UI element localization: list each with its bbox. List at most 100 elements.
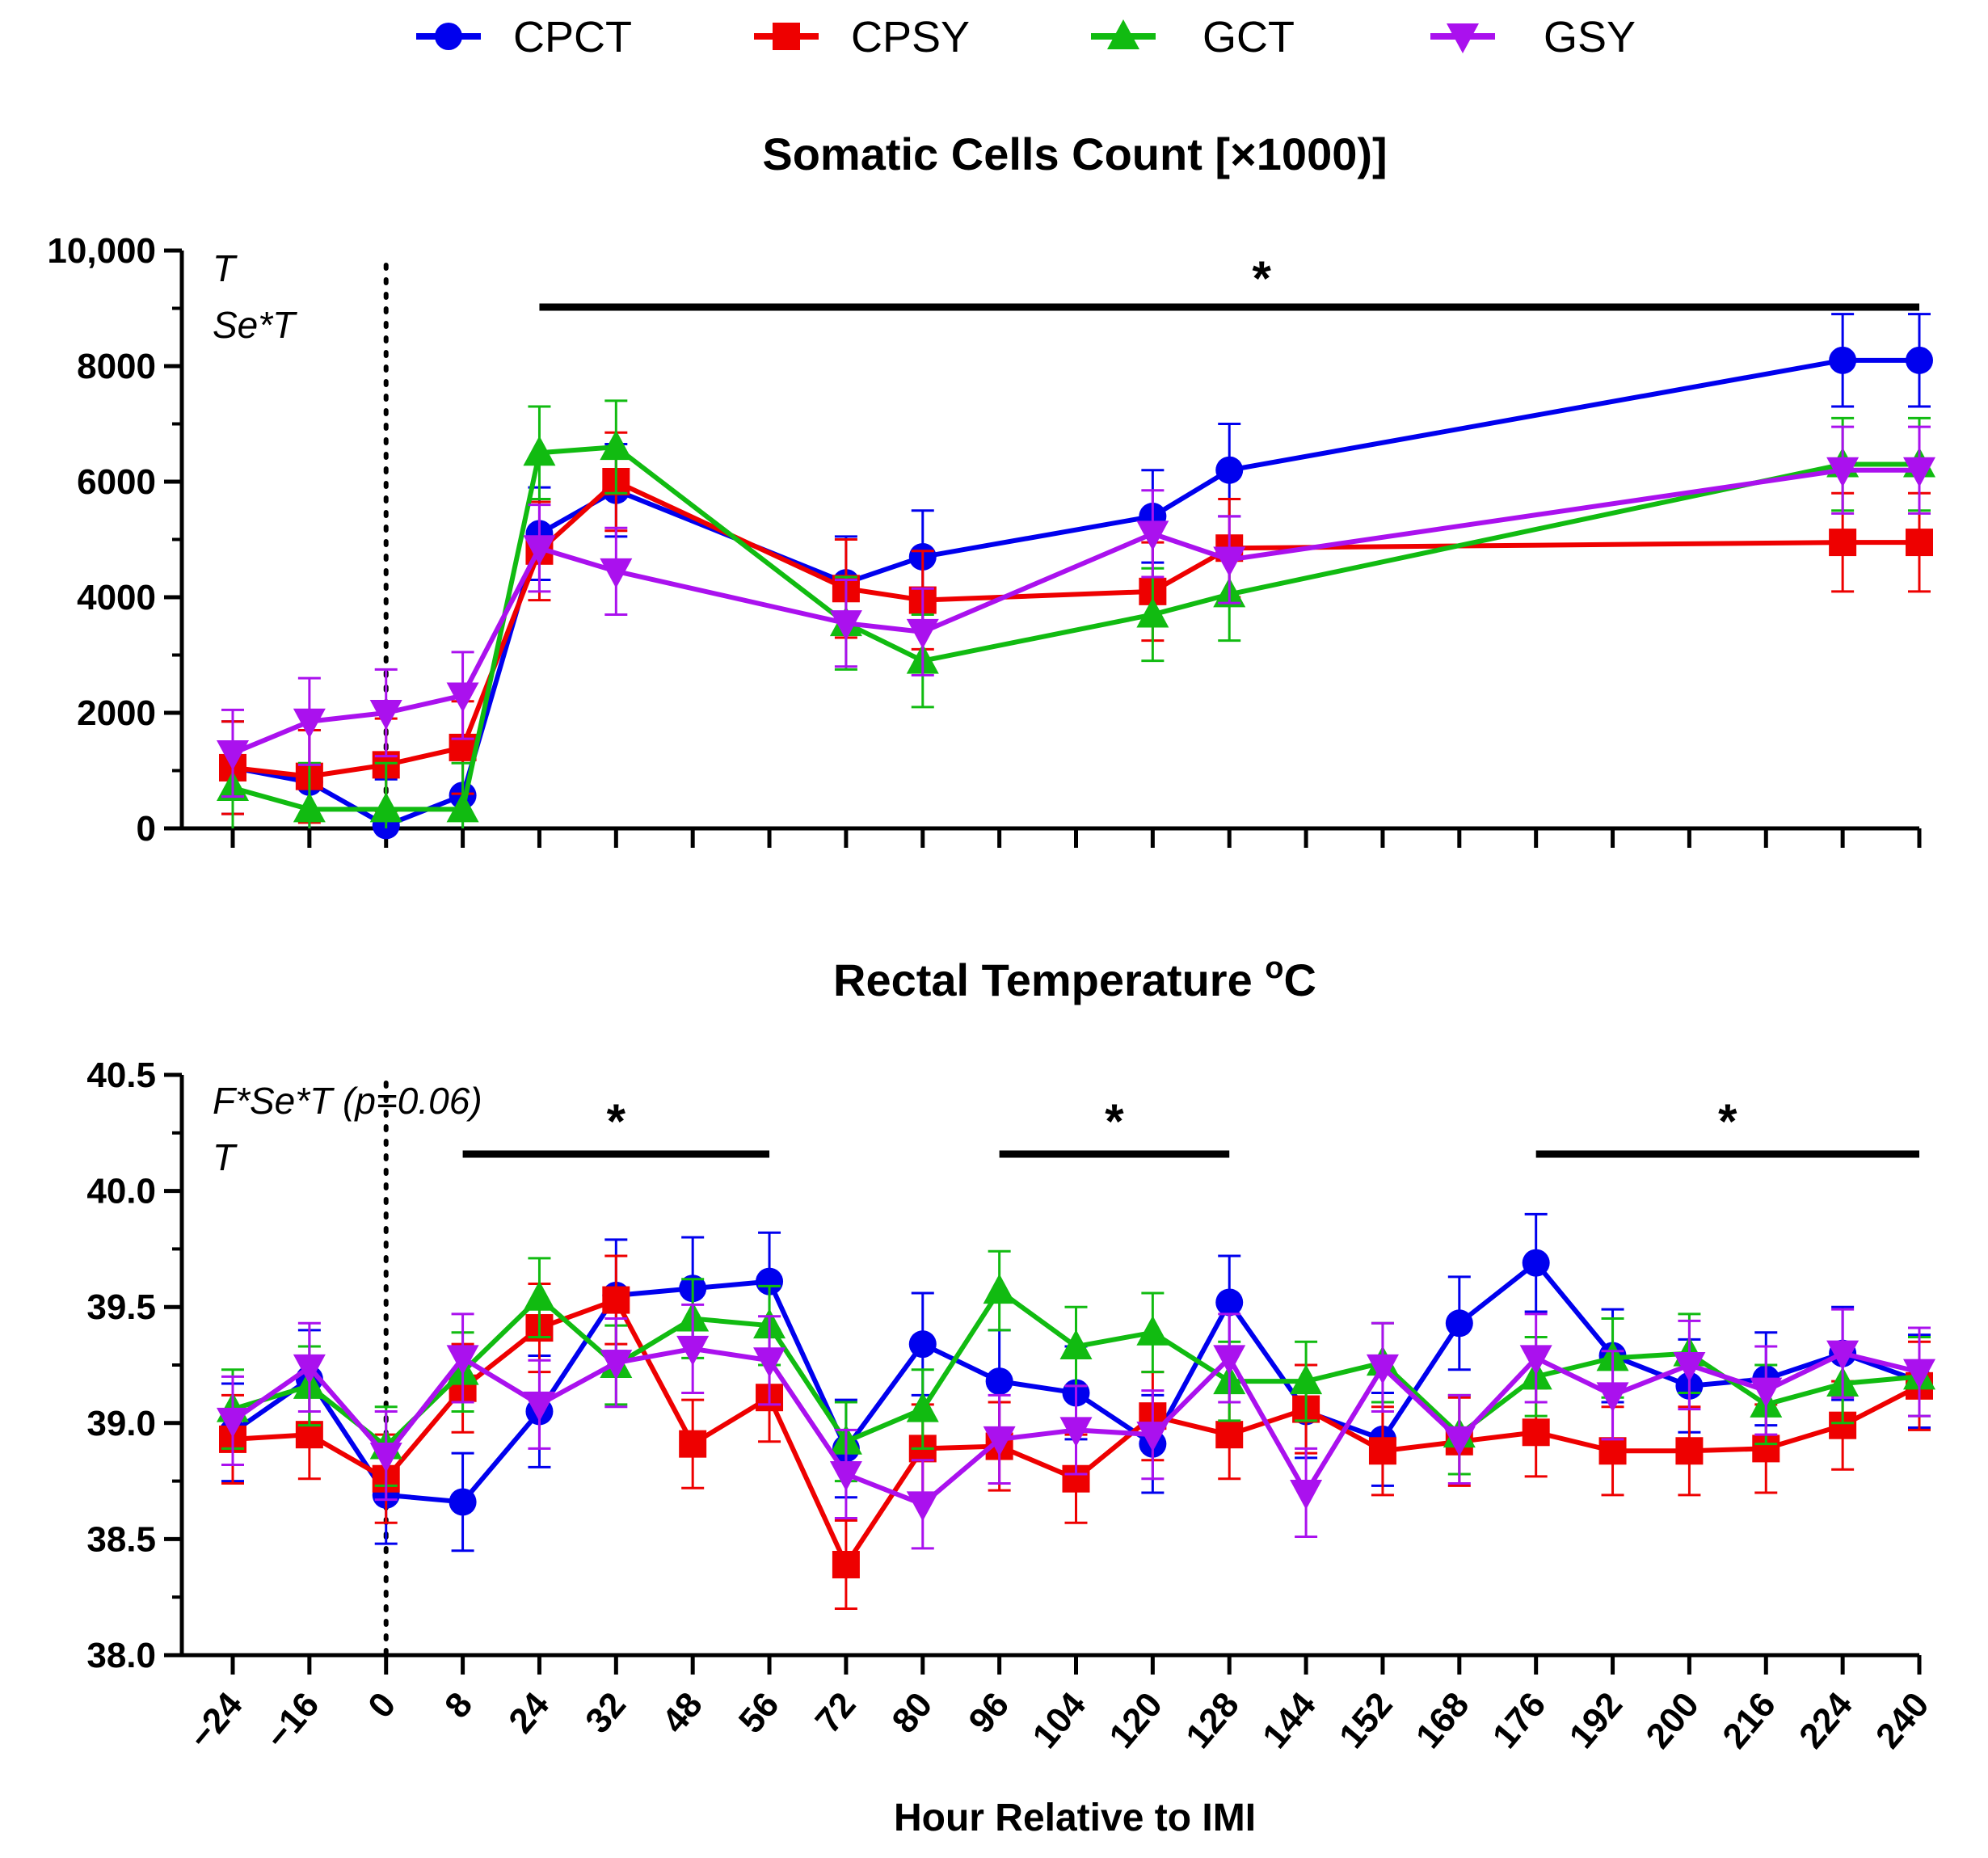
temp-x-tick-label: 48	[655, 1685, 710, 1741]
scc-point-gsy	[1213, 546, 1246, 577]
temp-series-gsy	[217, 1303, 1935, 1550]
temp-point-cpsy	[602, 1286, 630, 1314]
scc-y-tick-label: 0	[137, 809, 156, 849]
legend: CPCT CPSY GCT GSY	[416, 13, 1636, 61]
temp-point-cpsy	[1368, 1437, 1396, 1465]
temp-point-gsy	[1903, 1359, 1935, 1389]
scc-chart-title: Somatic Cells Count [×1000)]	[762, 129, 1387, 179]
temp-point-cpct	[985, 1367, 1013, 1396]
temp-x-tick-label: 120	[1101, 1685, 1170, 1756]
temp-point-gct	[906, 1392, 939, 1422]
temp-x-tick-label: −16	[258, 1685, 327, 1757]
temp-x-tick-label: 24	[501, 1685, 557, 1741]
temp-point-cpct	[449, 1488, 477, 1516]
temp-title-main: Rectal Temperature	[833, 954, 1265, 1005]
temp-x-tick-label: 152	[1332, 1685, 1400, 1756]
temp-point-gsy	[1826, 1340, 1860, 1371]
temp-point-gsy	[1213, 1345, 1246, 1376]
legend-marker-cpsy	[773, 23, 800, 50]
scc-series-gct	[217, 399, 1935, 828]
scc-y-tick-label: 10,000	[47, 231, 156, 271]
temp-point-gct	[983, 1274, 1016, 1304]
temp-point-gsy	[1673, 1352, 1706, 1382]
scc-y-tick-label: 4000	[77, 578, 156, 617]
temp-title-unit: C	[1284, 954, 1316, 1005]
temp-x-tick-label: 168	[1409, 1685, 1477, 1756]
temp-point-gsy	[1750, 1377, 1783, 1408]
temp-point-gsy	[217, 1407, 249, 1438]
scc-point-cpct	[1906, 346, 1933, 374]
scc-point-gsy	[293, 708, 326, 739]
scc-line-gsy	[231, 467, 1919, 756]
scc-effect-t: T	[213, 247, 238, 289]
temp-x-tick-label: 224	[1792, 1685, 1860, 1756]
scc-point-gsy	[1903, 457, 1935, 487]
temp-point-gsy	[1596, 1382, 1629, 1413]
temp-point-cpct	[756, 1267, 784, 1296]
scc-point-gsy	[1136, 520, 1169, 551]
temp-x-tick-label: 216	[1715, 1685, 1784, 1756]
legend-label-cpsy: CPSY	[851, 13, 970, 61]
scc-series-gsy	[217, 425, 1935, 798]
scc-point-gsy	[217, 740, 249, 771]
temp-x-tick-label: 0	[360, 1685, 403, 1725]
temp-effect-fset: F*Se*T (p=0.06)	[213, 1080, 482, 1122]
scc-point-gsy	[906, 618, 939, 649]
temp-point-gsy	[1136, 1422, 1169, 1452]
legend-label-cpct: CPCT	[513, 13, 632, 61]
temp-point-gct	[523, 1280, 556, 1311]
temp-point-gsy	[829, 1460, 862, 1491]
temp-point-gsy	[1059, 1417, 1093, 1447]
temp-point-gsy	[1366, 1354, 1399, 1384]
scc-line-gct	[232, 444, 1919, 812]
temp-x-tick-label: 8	[437, 1685, 480, 1725]
scc-point-gct	[523, 436, 556, 466]
legend-item-cpsy: CPSY	[754, 13, 970, 61]
temp-significance-star: *	[607, 1094, 626, 1148]
temp-title-degree: o	[1265, 951, 1283, 985]
temp-y-tick-label: 38.0	[86, 1636, 156, 1675]
scc-point-cpct	[1215, 456, 1244, 484]
temp-x-tick-label: 144	[1255, 1685, 1324, 1756]
temp-point-gct	[1290, 1364, 1323, 1395]
temp-x-tick-label: 240	[1868, 1685, 1937, 1756]
scc-point-gsy	[369, 700, 402, 730]
temp-point-cpsy	[1598, 1437, 1627, 1465]
scc-point-gsy	[1826, 457, 1860, 487]
legend-marker-gsy	[1447, 23, 1479, 53]
scc-point-gct	[293, 792, 326, 823]
temp-point-cpct	[908, 1330, 937, 1359]
x-axis-label: Hour Relative to IMI	[894, 1797, 1256, 1839]
legend-label-gsy: GSY	[1544, 13, 1636, 61]
scc-point-gct	[600, 430, 633, 461]
temp-x-tick-label: 176	[1485, 1685, 1554, 1756]
scc-point-gct	[1136, 597, 1169, 628]
scc-point-gsy	[446, 682, 479, 713]
temp-significance-star: *	[1105, 1094, 1124, 1148]
temp-point-gsy	[906, 1491, 939, 1522]
temp-point-gsy	[753, 1347, 786, 1378]
temp-x-tick-label: −24	[181, 1685, 251, 1757]
temp-point-cpct	[1522, 1249, 1550, 1277]
temp-y-tick-label: 40.5	[86, 1055, 156, 1095]
scc-point-gct	[446, 792, 479, 823]
legend-item-gct: GCT	[1091, 13, 1295, 61]
temp-point-cpct	[1445, 1309, 1473, 1338]
legend-item-gsy: GSY	[1430, 13, 1636, 61]
temp-y-tick-label: 39.5	[86, 1287, 156, 1327]
temp-point-gct	[1059, 1329, 1093, 1360]
temp-x-tick-label: 32	[578, 1685, 634, 1741]
temp-y-tick-label: 39.0	[86, 1404, 156, 1443]
scc-y-tick-label: 8000	[77, 347, 156, 386]
temp-point-cpsy	[1215, 1421, 1244, 1449]
temp-x-tick-label: 72	[808, 1685, 864, 1741]
temp-point-gsy	[983, 1426, 1016, 1456]
scc-y-tick-label: 6000	[77, 462, 156, 502]
temp-x-tick-label: 192	[1561, 1685, 1630, 1756]
scc-point-gsy	[829, 610, 862, 641]
temp-x-tick-label: 56	[731, 1685, 787, 1741]
temp-point-gsy	[1519, 1345, 1552, 1376]
temp-effect-t: T	[213, 1136, 238, 1178]
temp-point-cpsy	[1675, 1437, 1704, 1465]
